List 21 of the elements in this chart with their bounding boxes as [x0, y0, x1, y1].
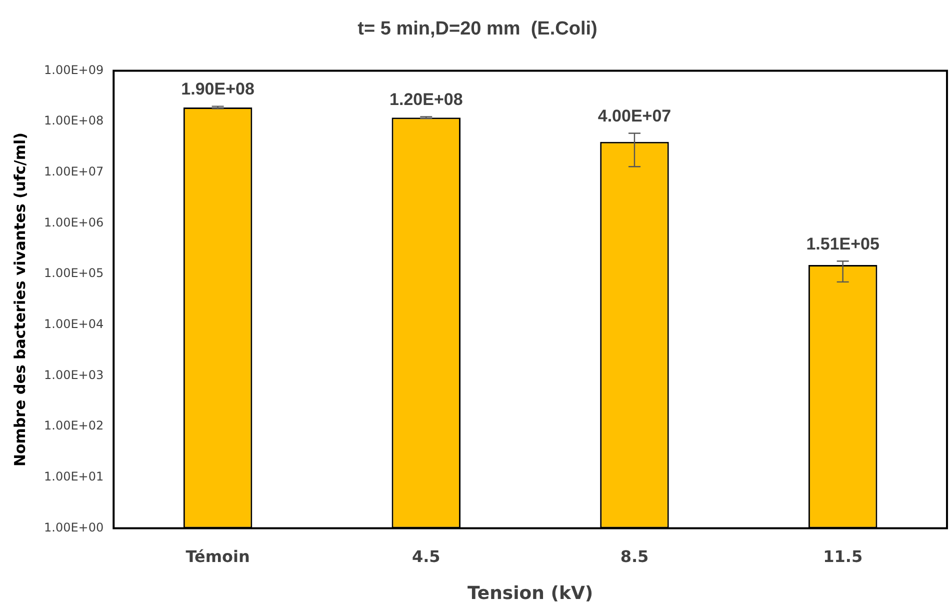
x-tick-label: 11.5: [823, 546, 863, 566]
y-tick-label: 1.00E+01: [44, 470, 104, 484]
y-tick-label: 1.00E+06: [44, 215, 104, 230]
x-axis-title: Tension (kV): [468, 582, 594, 604]
y-tick-label: 1.00E+08: [44, 114, 104, 128]
y-tick-label: 1.00E+04: [44, 317, 104, 332]
y-tick-label: 1.00E+09: [44, 62, 104, 77]
data-label: 1.20E+08: [390, 90, 463, 109]
x-tick-label: 4.5: [412, 546, 440, 566]
chart-title: t= 5 min,D=20 mm (E.Coli): [358, 18, 598, 40]
y-axis-title: Nombre des bacteries vivantes (ufc/ml): [10, 132, 29, 467]
y-tick-label: 1.00E+00: [44, 520, 104, 534]
data-label: 1.90E+08: [181, 80, 254, 99]
x-tick-label: Témoin: [186, 546, 250, 566]
data-label: 1.51E+05: [806, 234, 880, 254]
data-label: 4.00E+07: [598, 106, 672, 126]
x-tick-label: 8.5: [620, 546, 649, 566]
y-tick-label: 1.00E+05: [44, 266, 104, 280]
y-tick-label: 1.00E+07: [44, 164, 104, 179]
y-tick-label: 1.00E+03: [44, 368, 104, 382]
y-tick-label: 1.00E+02: [44, 418, 104, 433]
